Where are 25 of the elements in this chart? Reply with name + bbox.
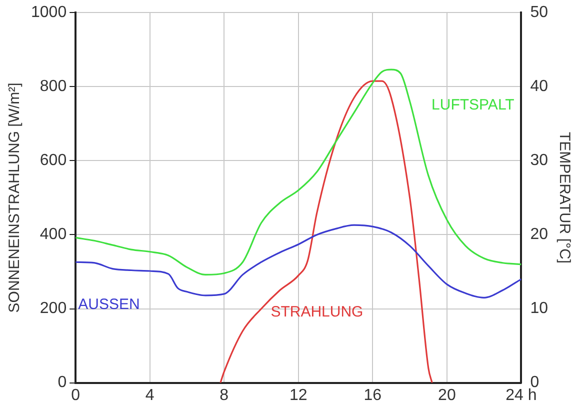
x-tick-label: 0 [71, 386, 80, 404]
y-axis-title: SONNENEINSTRAHLUNG [W/m²] [6, 82, 24, 313]
series-label: STRAHLUNG [270, 304, 364, 321]
y2-axis-title: TEMPERATUR [°C] [556, 132, 573, 264]
y2-tick-label: 30 [530, 152, 548, 170]
x-tick-label: 12 [290, 386, 308, 404]
y-tick-label: 1000 [31, 4, 67, 22]
y2-tick-label: 40 [530, 78, 548, 96]
y-tick-label: 600 [40, 152, 67, 170]
line-series [220, 80, 433, 383]
x-tick-label: 20 [438, 386, 456, 404]
series-label: LUFTSPALT [432, 96, 514, 114]
y-tick-label: 200 [40, 300, 67, 318]
y-tick-label: 400 [40, 226, 67, 244]
y2-tick-label: 50 [530, 4, 548, 22]
x-tick-label: 16 [364, 386, 382, 404]
y2-tick-label: 20 [530, 226, 548, 244]
line-series [76, 224, 522, 298]
y-tick-label: 800 [40, 78, 67, 96]
x-tick-label: 4 [145, 386, 154, 404]
y2-tick-label: 10 [530, 300, 548, 318]
series-label: AUSSEN [78, 296, 140, 314]
line-series [76, 68, 522, 276]
x-tick-label: 8 [220, 386, 229, 404]
y-tick-label: 0 [58, 374, 67, 392]
